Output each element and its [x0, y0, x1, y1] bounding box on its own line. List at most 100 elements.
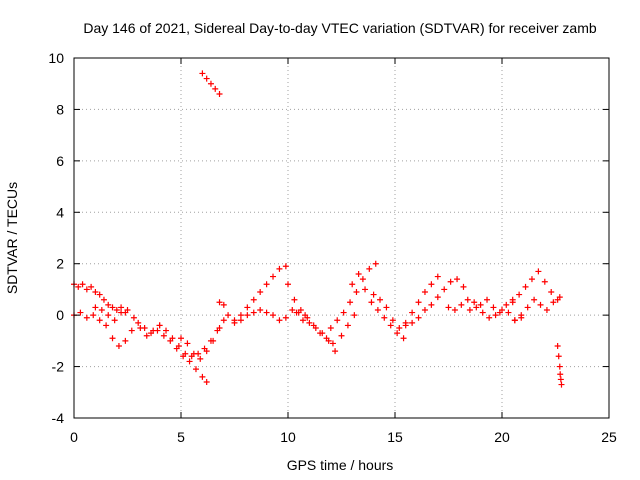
- data-point: [355, 271, 362, 277]
- data-point: [555, 353, 562, 360]
- series-arc-p: [445, 296, 516, 316]
- data-point: [312, 325, 319, 331]
- data-point: [175, 343, 182, 349]
- data-point: [111, 317, 118, 324]
- y-tick-label: -4: [52, 410, 65, 426]
- data-point: [270, 312, 277, 319]
- plot-frame: [73, 57, 610, 419]
- data-point: [550, 299, 557, 306]
- data-point: [556, 363, 563, 370]
- data-point: [220, 317, 227, 324]
- data-point: [263, 281, 270, 288]
- data-point: [370, 291, 377, 298]
- data-point: [289, 307, 296, 313]
- y-tick-label: -2: [52, 359, 65, 375]
- data-point: [490, 304, 497, 311]
- series-arc-f: [178, 325, 223, 362]
- data-point: [327, 325, 334, 331]
- data-point: [362, 286, 369, 293]
- data-point: [434, 294, 441, 301]
- data-point: [199, 70, 206, 77]
- data-point: [270, 273, 277, 280]
- data-point: [118, 304, 125, 311]
- data-point: [216, 299, 223, 306]
- data-point: [409, 309, 416, 316]
- data-point: [285, 281, 291, 288]
- data-point: [77, 309, 84, 316]
- series-arc-e: [156, 317, 227, 360]
- data-point: [338, 332, 345, 339]
- data-point: [447, 278, 454, 285]
- data-point: [332, 348, 339, 355]
- data-point: [216, 91, 223, 97]
- data-point: [484, 296, 491, 303]
- data-point: [257, 307, 264, 313]
- data-point: [291, 296, 298, 303]
- data-point: [156, 322, 163, 329]
- series-arc-k: [293, 309, 358, 355]
- data-point: [558, 381, 565, 388]
- data-point: [124, 307, 131, 313]
- data-point: [113, 307, 120, 313]
- data-point: [304, 314, 311, 321]
- data-point: [557, 371, 564, 378]
- x-axis-label: GPS time / hours: [287, 457, 394, 473]
- data-point: [374, 307, 381, 313]
- series-arc-r: [509, 268, 561, 306]
- data-point: [244, 304, 251, 311]
- data-point: [199, 373, 206, 380]
- grid-lines: [74, 58, 609, 418]
- data-point: [541, 278, 548, 285]
- series-arc-l: [327, 260, 379, 331]
- data-point: [163, 327, 170, 334]
- data-point: [471, 299, 478, 306]
- data-point: [396, 325, 403, 331]
- data-point: [178, 335, 184, 342]
- data-point: [368, 299, 375, 306]
- y-tick-label: 2: [56, 256, 64, 272]
- data-point: [531, 296, 538, 303]
- data-point: [90, 312, 97, 319]
- y-tick-label: 0: [56, 307, 64, 323]
- data-point: [409, 319, 416, 326]
- data-point: [353, 289, 360, 295]
- data-point: [237, 317, 244, 324]
- data-point: [118, 309, 125, 316]
- data-point: [556, 294, 563, 301]
- data-point: [383, 304, 390, 311]
- y-axis-label: SDTVAR / TECUs: [4, 182, 20, 294]
- data-point: [282, 314, 289, 321]
- data-point: [98, 307, 105, 313]
- series-arc-o: [402, 276, 467, 329]
- data-point: [548, 289, 555, 295]
- x-tick-label: 5: [177, 429, 185, 445]
- x-tick-label: 25: [601, 429, 617, 445]
- data-point: [92, 304, 99, 311]
- x-tick-label: 15: [387, 429, 403, 445]
- data-point: [503, 301, 510, 308]
- data-point: [400, 335, 407, 342]
- data-point: [499, 307, 505, 313]
- data-point: [434, 273, 441, 280]
- series-arc-g: [199, 70, 223, 97]
- x-tick-label: 0: [70, 429, 78, 445]
- y-tick-label: 8: [56, 101, 64, 117]
- data-point: [366, 265, 373, 272]
- data-point: [522, 283, 529, 290]
- data-point: [344, 322, 351, 329]
- data-point: [415, 314, 422, 321]
- data-point: [190, 350, 197, 357]
- chart-title: Day 146 of 2021, Sidereal Day-to-day VTE…: [83, 20, 596, 36]
- data-point: [225, 312, 232, 319]
- data-point: [486, 314, 493, 321]
- data-point: [100, 296, 107, 303]
- data-point: [347, 299, 354, 306]
- data-point: [524, 304, 531, 311]
- data-point: [130, 314, 137, 321]
- data-point: [377, 296, 384, 303]
- data-point: [105, 301, 112, 308]
- data-point: [148, 330, 155, 337]
- data-point: [88, 283, 95, 290]
- data-point: [428, 281, 435, 288]
